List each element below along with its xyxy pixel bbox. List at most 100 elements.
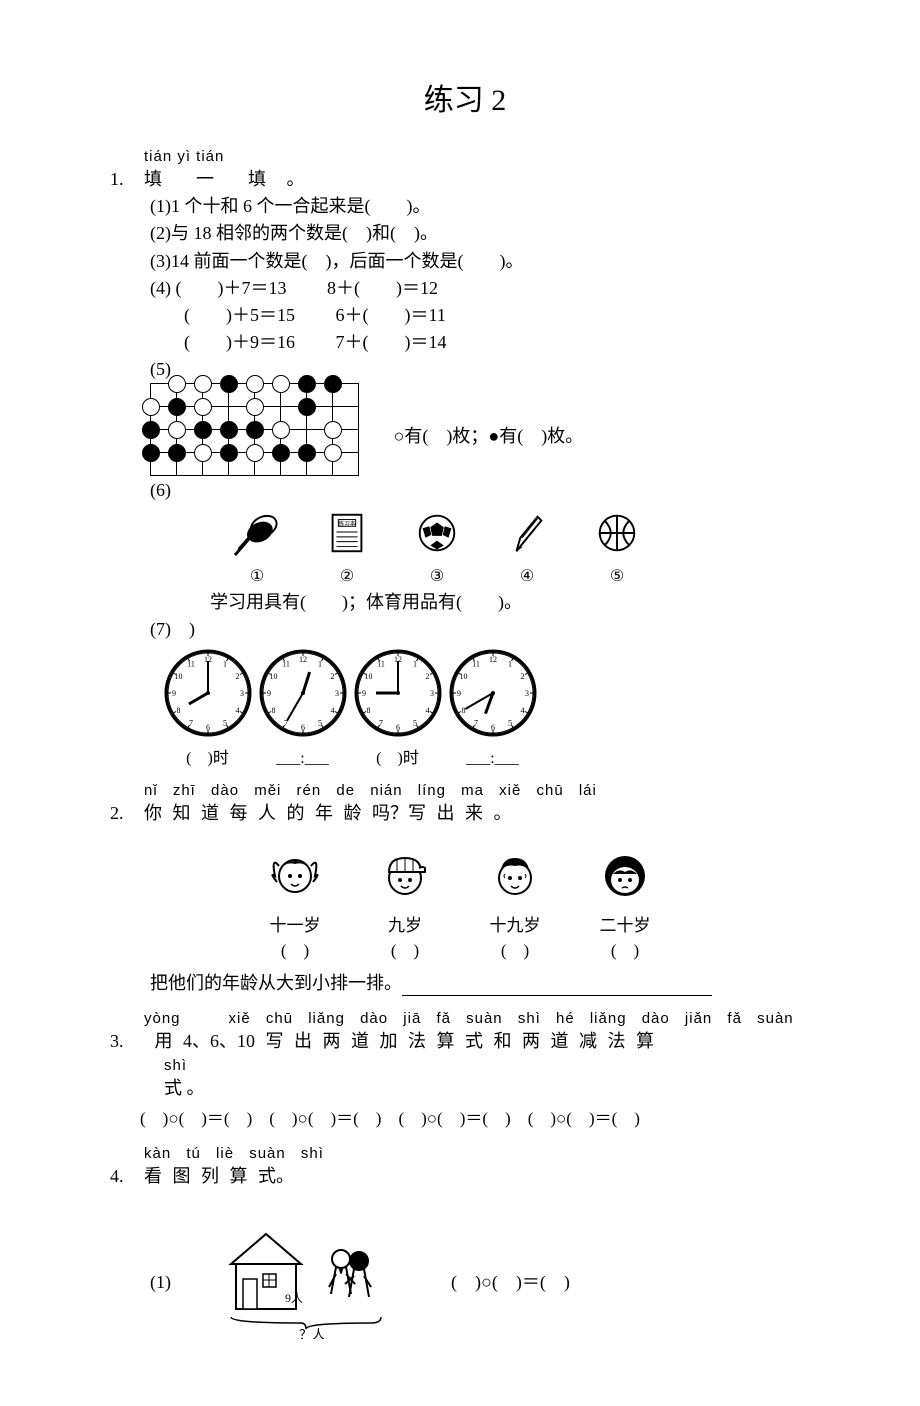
q1-text: 填 一 填 。 xyxy=(144,169,313,189)
item-notebook: 练习本 ② xyxy=(320,509,374,589)
svg-text:7: 7 xyxy=(474,718,478,727)
q1-eq2a: ( )＋5＝15 xyxy=(184,305,295,325)
q1-sub5: (5) xyxy=(110,357,820,382)
clock-label-3: ( )时 xyxy=(350,748,445,770)
q3-expr: ( )○( )＝( ) ( )○( )＝( ) ( )○( )＝( ) ( )○… xyxy=(110,1107,820,1131)
svg-text:4: 4 xyxy=(425,706,429,715)
svg-text:3: 3 xyxy=(430,689,434,698)
svg-text:？人: ？人 xyxy=(299,1327,325,1339)
svg-text:5: 5 xyxy=(508,718,512,727)
svg-text:7: 7 xyxy=(379,718,383,727)
svg-text:11: 11 xyxy=(282,659,290,668)
q1-sub1: (1)1 个十和 6 个一合起来是( )。 xyxy=(110,194,820,219)
svg-text:9: 9 xyxy=(172,689,176,698)
svg-text:2: 2 xyxy=(425,672,429,681)
svg-text:1: 1 xyxy=(508,659,512,668)
q1-sub5-label: (5) xyxy=(150,359,171,379)
q1-sub4: (4) ( )＋7＝13 8＋( )＝12 xyxy=(110,276,820,301)
clock-1: 123456789101112 ( )时 xyxy=(160,647,255,771)
q1-sub6-text: 学习用具有( )；体育用品有( )。 xyxy=(110,590,820,615)
q1-eqrow3: ( )＋9＝16 7＋( )＝14 xyxy=(110,330,820,355)
q2-number: 2. xyxy=(110,801,144,826)
person-blank-3: ( ) xyxy=(480,939,550,963)
q3-hanzi1: 3. 用 4、6、10 写 出 两 道 加 法 算 式 和 两 道 减 法 算 xyxy=(110,1029,820,1054)
q4-text: 看 图 列 算 式。 xyxy=(144,1166,294,1186)
svg-text:9人: 9人 xyxy=(285,1291,303,1305)
items-row: ① 练习本 ② ③ ④ ⑤ xyxy=(110,509,820,589)
svg-text:12: 12 xyxy=(299,655,307,664)
svg-text:10: 10 xyxy=(364,672,372,681)
item-label-2: ② xyxy=(320,566,374,588)
svg-text:2: 2 xyxy=(520,672,524,681)
item-soccer: ③ xyxy=(410,509,464,589)
clock-label-4: ___:___ xyxy=(445,748,540,770)
clock-label-1: ( )时 xyxy=(160,748,255,770)
people-row: 十一岁( )九岁( )十九岁( )二十岁( ) xyxy=(110,846,820,963)
person-3: 十九岁( ) xyxy=(480,846,550,963)
q3-pinyin2: shì xyxy=(110,1055,820,1076)
clock-3: 123456789101112 ( )时 xyxy=(350,647,445,771)
item-label-5: ⑤ xyxy=(590,566,644,588)
q1-pinyin: tián yì tián xyxy=(110,146,820,167)
svg-text:9: 9 xyxy=(457,689,461,698)
svg-text:8: 8 xyxy=(461,706,465,715)
svg-text:4: 4 xyxy=(235,706,239,715)
q1-sub6-label: (6) xyxy=(150,480,171,500)
q1-number: 1. xyxy=(110,167,144,192)
q1-eq3a: ( )＋9＝16 xyxy=(184,332,295,352)
person-1: 十一岁( ) xyxy=(260,846,330,963)
q4-hanzi: 4.看 图 列 算 式。 xyxy=(110,1164,820,1189)
sort-blank-line xyxy=(402,995,712,996)
svg-text:11: 11 xyxy=(377,659,385,668)
q4-number: 4. xyxy=(110,1164,144,1189)
svg-text:1: 1 xyxy=(413,659,417,668)
svg-text:3: 3 xyxy=(240,689,244,698)
q4-pinyin: kàn tú liè suàn shì xyxy=(110,1143,820,1164)
svg-text:4: 4 xyxy=(330,706,334,715)
item-basketball: ⑤ xyxy=(590,509,644,589)
q4-sub1-label: (1) xyxy=(150,1270,171,1295)
q1-sub4-label: (4) xyxy=(150,278,171,298)
person-2: 九岁( ) xyxy=(370,846,440,963)
q1-hanzi: 1.填 一 填 。 xyxy=(110,167,820,192)
svg-text:4: 4 xyxy=(520,706,524,715)
svg-text:3: 3 xyxy=(335,689,339,698)
person-age-1: 十一岁 xyxy=(260,914,330,938)
svg-text:5: 5 xyxy=(318,718,322,727)
q1-sub7-label: (7) xyxy=(150,619,171,639)
svg-text:8: 8 xyxy=(271,706,275,715)
svg-text:11: 11 xyxy=(472,659,480,668)
svg-text:11: 11 xyxy=(187,659,195,668)
svg-text:2: 2 xyxy=(330,672,334,681)
svg-text:9: 9 xyxy=(267,689,271,698)
svg-text:1: 1 xyxy=(318,659,322,668)
q3-number: 3. xyxy=(110,1029,144,1054)
item-label-4: ④ xyxy=(500,566,554,588)
q2-sort: 把他们的年龄从大到小排一排。 xyxy=(110,971,820,996)
svg-text:3: 3 xyxy=(525,689,529,698)
q2-text: 你 知 道 每 人 的 年 龄 吗？写 出 来 。 xyxy=(144,803,512,823)
clock-4: 123456789101112 ___:___ xyxy=(445,647,540,771)
q3-text1: 用 4、6、10 写 出 两 道 加 法 算 式 和 两 道 减 法 算 xyxy=(144,1031,654,1051)
svg-text:8: 8 xyxy=(176,706,180,715)
clock-2: 123456789101112 ___:___ xyxy=(255,647,350,771)
q1-sub3: (3)14 前面一个数是( )，后面一个数是( )。 xyxy=(110,249,820,274)
svg-text:12: 12 xyxy=(489,655,497,664)
person-4: 二十岁( ) xyxy=(590,846,660,963)
clock-label-2: ___:___ xyxy=(255,748,350,770)
person-age-3: 十九岁 xyxy=(480,914,550,938)
q1-sub6: (6) xyxy=(110,478,820,503)
person-blank-2: ( ) xyxy=(370,939,440,963)
q3-pinyin1: yòng xiě chū liǎng dào jiā fǎ suàn shì h… xyxy=(110,1008,820,1029)
q3-hanzi2: 式 。 xyxy=(110,1076,820,1101)
house-figure: 9人 ？人 xyxy=(211,1219,411,1346)
item-racket: ① xyxy=(230,509,284,589)
q1-sub5-text: ○有( )枚；●有( )枚。 xyxy=(394,424,584,475)
q1-eq1b: 8＋( )＝12 xyxy=(327,278,438,298)
svg-text:1: 1 xyxy=(223,659,227,668)
svg-text:2: 2 xyxy=(235,672,239,681)
svg-text:10: 10 xyxy=(174,672,182,681)
svg-text:5: 5 xyxy=(413,718,417,727)
clocks-row: 123456789101112 ( )时 123456789101112 ___… xyxy=(110,647,820,771)
item-pencil: ④ xyxy=(500,509,554,589)
